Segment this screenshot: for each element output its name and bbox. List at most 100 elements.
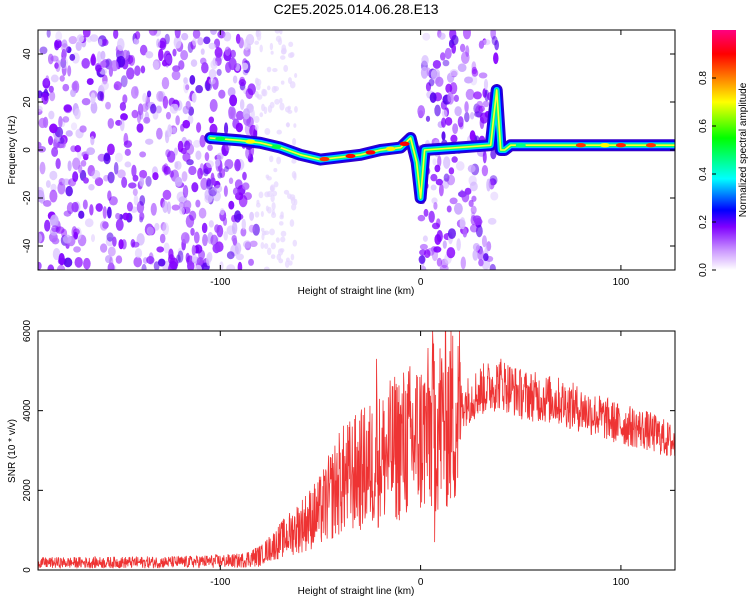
noise-blob (246, 116, 254, 128)
noise-blob (195, 199, 201, 208)
noise-blob (136, 233, 145, 246)
noise-blob (270, 242, 276, 250)
noise-blob (447, 228, 456, 239)
noise-blob (256, 32, 262, 41)
colorbar-ticks: 0.0 0.2 0.4 0.6 0.8 (698, 71, 716, 277)
noise-blob (253, 115, 260, 124)
noise-blob (290, 253, 295, 261)
noise-blob (482, 39, 491, 46)
noise-blob (121, 176, 128, 188)
noise-blob (219, 208, 225, 216)
noise-blob (51, 225, 59, 233)
noise-blob (426, 67, 431, 77)
noise-blob (184, 140, 191, 151)
noise-blob (462, 227, 468, 238)
snr-frame (37, 330, 676, 571)
noise-blob (133, 194, 139, 206)
noise-blob (274, 30, 281, 34)
noise-blob (486, 178, 491, 192)
noise-blob (294, 106, 298, 113)
noise-blob (423, 208, 429, 217)
noise-blob (181, 32, 189, 41)
colorbar-tick-label: 0.8 (698, 71, 709, 85)
noise-blob (43, 200, 52, 207)
noise-blob (439, 52, 446, 61)
noise-blob (266, 66, 272, 73)
noise-blob (180, 50, 189, 61)
noise-blob (228, 177, 234, 185)
noise-blob (83, 257, 91, 270)
noise-blob (441, 109, 448, 118)
noise-blob (171, 204, 180, 211)
noise-blob (68, 35, 78, 45)
noise-blob (62, 83, 70, 92)
signal-hotspot (245, 139, 256, 144)
noise-blob (73, 246, 81, 253)
noise-blob (90, 92, 96, 105)
noise-blob (279, 97, 283, 104)
noise-blob (240, 227, 247, 237)
noise-blob (89, 34, 99, 42)
noise-blob (272, 190, 278, 197)
noise-blob (273, 85, 280, 92)
noise-blob (156, 246, 165, 253)
noise-blob (444, 47, 452, 60)
noise-blob (148, 252, 154, 263)
noise-blob (134, 65, 141, 77)
noise-blob (284, 106, 291, 113)
noise-blob (421, 54, 429, 66)
noise-blob (190, 59, 198, 67)
noise-blob (61, 49, 67, 59)
noise-blob (438, 32, 446, 40)
x-tick-label: 0 (418, 577, 424, 588)
noise-blob (490, 149, 497, 160)
noise-blob (95, 203, 103, 212)
noise-blob (76, 34, 84, 43)
noise-blob (235, 110, 244, 121)
noise-blob (474, 217, 483, 226)
noise-blob (483, 78, 489, 91)
noise-blob (471, 68, 479, 77)
noise-blob (150, 202, 157, 216)
noise-blob (469, 224, 479, 233)
noise-blob (62, 116, 70, 123)
noise-blob (78, 164, 83, 174)
noise-blob (174, 176, 183, 187)
noise-blob (280, 80, 285, 85)
noise-blob (280, 211, 284, 218)
noise-blob (201, 62, 209, 74)
noise-blob (430, 173, 438, 182)
noise-blob (462, 30, 471, 40)
noise-blob (266, 176, 272, 181)
noise-blob (481, 164, 489, 177)
noise-blob (50, 74, 59, 83)
colorbar-tick-label: 0.0 (698, 263, 709, 277)
noise-blob (460, 256, 466, 270)
noise-blob (78, 210, 85, 219)
noise-blob (223, 231, 228, 241)
noise-blob (468, 199, 474, 208)
noise-blob (263, 243, 269, 249)
noise-blob (276, 129, 282, 135)
noise-blob (271, 202, 276, 211)
x-tick-label: 100 (613, 277, 630, 288)
noise-blob (278, 258, 284, 264)
noise-blob (470, 205, 477, 215)
noise-blob (42, 78, 50, 86)
noise-blob (223, 122, 229, 136)
noise-blob (238, 37, 244, 49)
noise-blob (152, 172, 159, 181)
noise-blob (139, 151, 147, 158)
noise-blob (183, 77, 188, 84)
noise-blob (430, 184, 437, 191)
noise-blob (472, 243, 481, 252)
noise-blob (478, 105, 485, 112)
signal-hotspot (599, 143, 610, 148)
noise-blob (260, 211, 264, 217)
noise-blob (193, 231, 200, 244)
noise-blob (261, 88, 267, 97)
noise-blob (185, 84, 190, 91)
noise-blob (242, 240, 252, 249)
noise-blob (435, 76, 444, 87)
